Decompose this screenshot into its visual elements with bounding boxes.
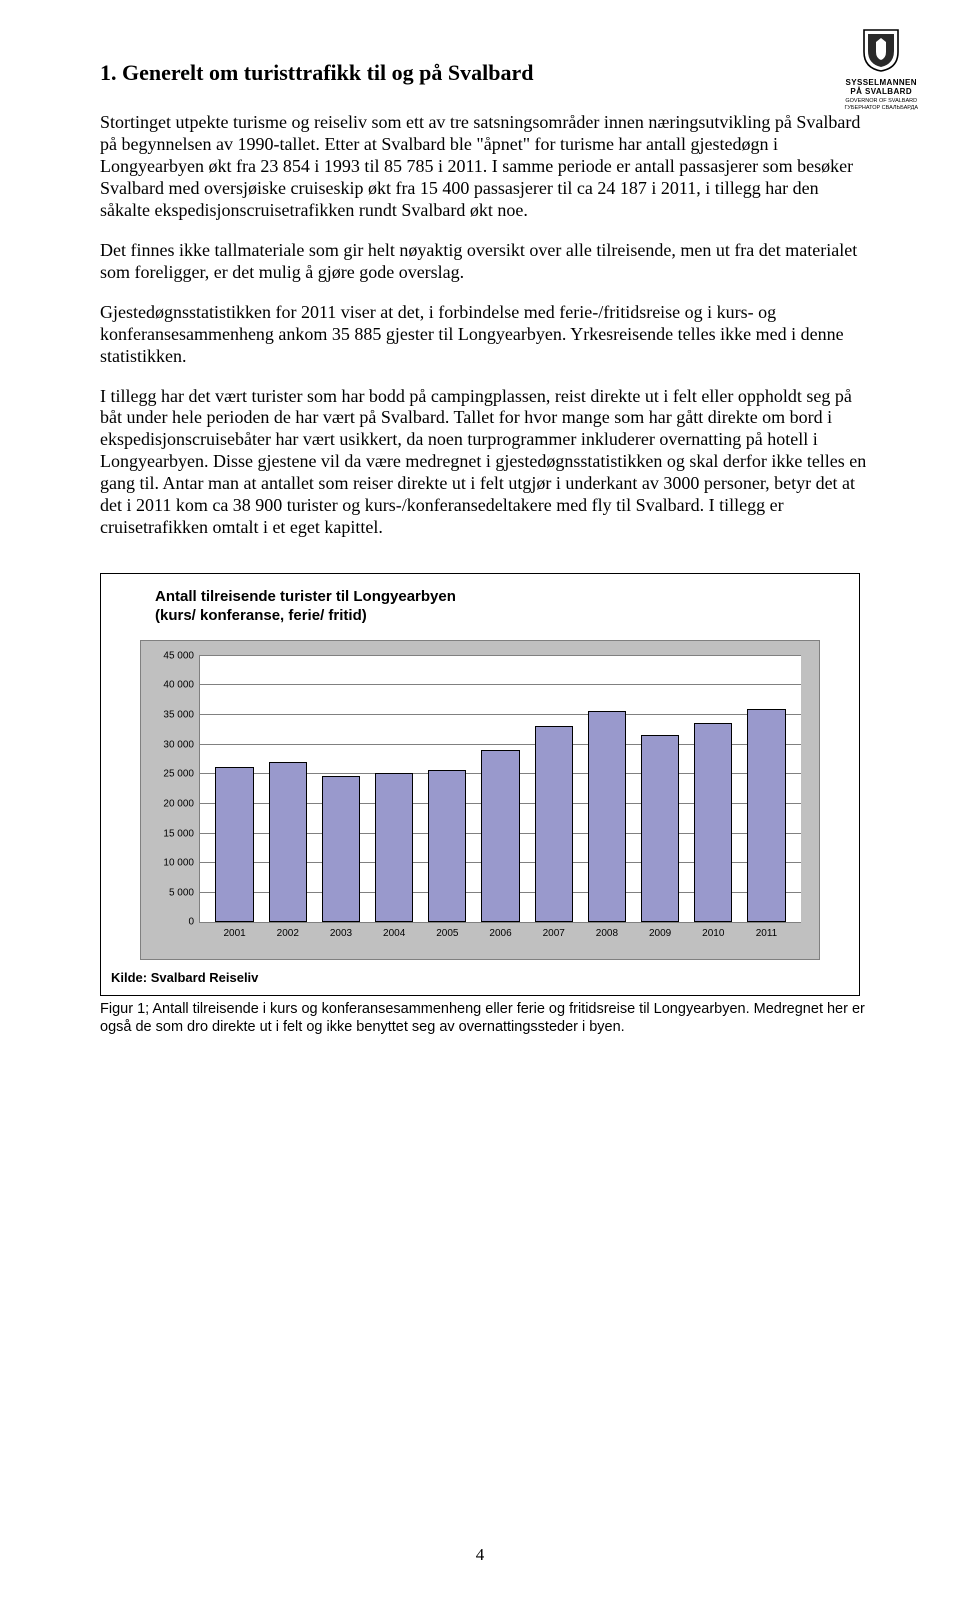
chart-bar bbox=[535, 726, 573, 922]
chart-bar bbox=[215, 767, 253, 921]
chart-title-line: Antall tilreisende turister til Longyear… bbox=[155, 588, 456, 605]
figure-caption: Figur 1; Antall tilreisende i kurs og ko… bbox=[100, 1000, 870, 1036]
chart-y-label: 30 000 bbox=[163, 739, 194, 750]
chart-title: Antall tilreisende turister til Longyear… bbox=[101, 574, 859, 630]
chart-x-label: 2005 bbox=[436, 928, 458, 939]
chart-x-label: 2002 bbox=[277, 928, 299, 939]
chart-x-label: 2001 bbox=[223, 928, 245, 939]
chart-y-label: 10 000 bbox=[163, 858, 194, 869]
header-logo: SYSSELMANNEN PÅ SVALBARD GOVERNOR OF SVA… bbox=[844, 28, 918, 111]
chart-bars: 2001200220032004200520062007200820092010… bbox=[200, 655, 801, 922]
chart-bar bbox=[641, 735, 679, 922]
chart-y-label: 15 000 bbox=[163, 828, 194, 839]
document-page: SYSSELMANNEN PÅ SVALBARD GOVERNOR OF SVA… bbox=[0, 0, 960, 1607]
page-number: 4 bbox=[0, 1545, 960, 1565]
chart-title-line: (kurs/ konferanse, ferie/ fritid) bbox=[155, 607, 367, 624]
chart-x-label: 2004 bbox=[383, 928, 405, 939]
chart-source: Kilde: Svalbard Reiseliv bbox=[101, 966, 859, 995]
chart-bar bbox=[588, 711, 626, 922]
chart-x-label: 2003 bbox=[330, 928, 352, 939]
chart-y-label: 40 000 bbox=[163, 680, 194, 691]
chart-x-label: 2010 bbox=[702, 928, 724, 939]
chart-bar-slot: 2008 bbox=[580, 655, 633, 922]
body-paragraph: Det finnes ikke tallmateriale som gir he… bbox=[100, 240, 870, 284]
chart-y-label: 35 000 bbox=[163, 710, 194, 721]
chart-bar bbox=[269, 762, 307, 922]
body-paragraph: I tillegg har det vært turister som har … bbox=[100, 386, 870, 540]
chart-bar bbox=[481, 750, 519, 922]
chart-y-label: 0 bbox=[188, 916, 194, 927]
chart-bar-slot: 2001 bbox=[208, 655, 261, 922]
chart-x-label: 2007 bbox=[543, 928, 565, 939]
chart-bar-slot: 2003 bbox=[314, 655, 367, 922]
chart-bar bbox=[428, 770, 466, 921]
chart-bar bbox=[322, 776, 360, 921]
chart-bar bbox=[694, 723, 732, 922]
chart-bar bbox=[375, 773, 413, 921]
body-paragraph: Stortinget utpekte turisme og reiseliv s… bbox=[100, 112, 870, 222]
logo-title: SYSSELMANNEN PÅ SVALBARD bbox=[844, 79, 918, 97]
chart-y-label: 45 000 bbox=[163, 650, 194, 661]
chart-container: Antall tilreisende turister til Longyear… bbox=[100, 573, 860, 996]
chart-bar-slot: 2011 bbox=[740, 655, 793, 922]
chart-x-label: 2008 bbox=[596, 928, 618, 939]
chart-plot: 05 00010 00015 00020 00025 00030 00035 0… bbox=[199, 655, 801, 923]
chart-bar-slot: 2007 bbox=[527, 655, 580, 922]
chart-bar-slot: 2004 bbox=[368, 655, 421, 922]
chart-bar-slot: 2005 bbox=[421, 655, 474, 922]
chart-bar-slot: 2006 bbox=[474, 655, 527, 922]
body-paragraph: Gjestedøgnsstatistikken for 2011 viser a… bbox=[100, 302, 870, 368]
chart-y-label: 25 000 bbox=[163, 769, 194, 780]
chart-bar bbox=[747, 709, 785, 921]
chart-x-label: 2006 bbox=[489, 928, 511, 939]
chart-bar-slot: 2009 bbox=[634, 655, 687, 922]
chart-bar-slot: 2002 bbox=[261, 655, 314, 922]
chart-x-label: 2009 bbox=[649, 928, 671, 939]
section-heading: 1. Generelt om turisttrafikk til og på S… bbox=[100, 60, 870, 86]
chart-y-label: 20 000 bbox=[163, 799, 194, 810]
logo-subtitle-2: ГУБЕРНАТОР СВАЛЬБАРДА bbox=[844, 105, 918, 111]
logo-subtitle-1: GOVERNOR OF SVALBARD bbox=[844, 98, 918, 104]
chart-y-label: 5 000 bbox=[169, 888, 194, 899]
chart-bar-slot: 2010 bbox=[687, 655, 740, 922]
shield-icon bbox=[862, 28, 900, 72]
chart-x-label: 2011 bbox=[756, 928, 778, 939]
chart-plot-area: 0 5 000 10 000 15 000 20 000 25 000 30 000 35 0… bbox=[140, 640, 820, 960]
